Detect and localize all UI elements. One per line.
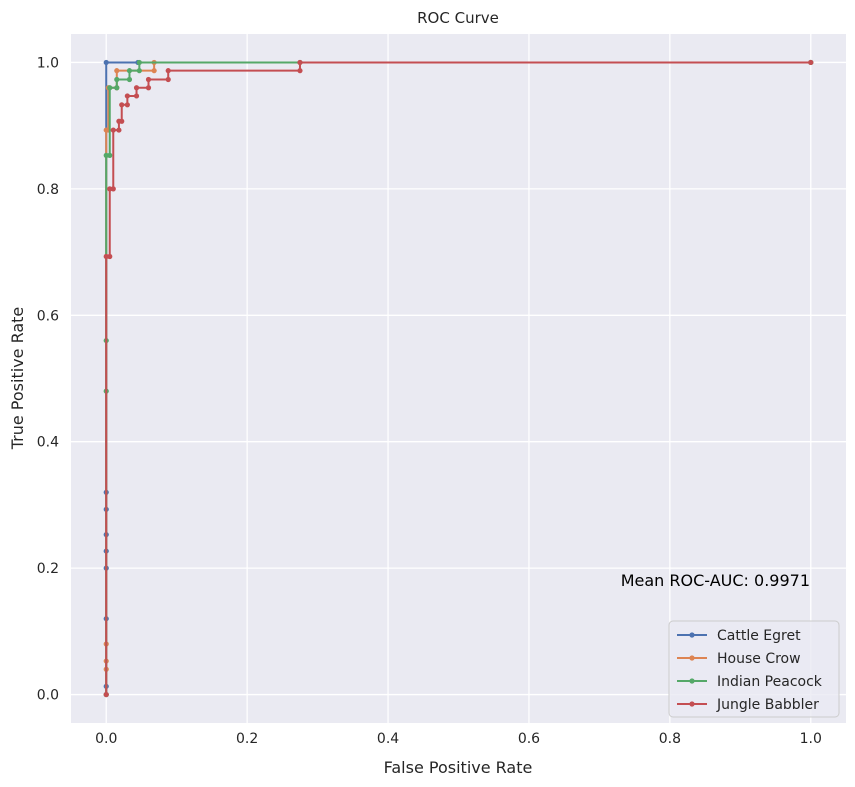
legend-marker [689,678,695,684]
series-jungle-babbler [103,59,814,698]
legend-entry-house-crow: House Crow [677,651,801,667]
data-point [133,93,140,99]
chart-title: ROC Curve [417,9,499,27]
data-point [119,118,125,124]
legend-label: Indian Peacock [717,674,823,690]
data-point [107,85,113,91]
legend-label: Cattle Egret [717,628,801,644]
data-point [114,76,120,83]
data-point [165,76,171,83]
data-point [116,127,122,133]
data-point [124,102,130,108]
y-tick-label: 0.2 [37,561,59,577]
data-point [124,93,130,99]
data-point [808,59,814,66]
x-tick-label: 0.2 [236,731,258,747]
legend-entry-cattle-egret: Cattle Egret [677,628,801,644]
data-point [114,68,120,74]
series-layer [103,59,814,698]
legend-marker [689,701,695,707]
data-point [126,68,133,74]
data-point [151,68,157,74]
data-point [114,85,120,91]
x-axis-label: False Positive Rate [384,758,533,777]
data-point [136,68,142,74]
data-point [110,127,116,133]
data-point [119,102,125,108]
x-tick-label: 0.0 [95,731,117,747]
legend-label: Jungle Babbler [716,697,819,713]
x-tick-label: 0.8 [659,731,681,747]
plot-background [71,34,846,723]
data-point [103,59,109,66]
y-tick-label: 0.8 [37,182,59,198]
y-tick-label: 0.6 [37,308,59,324]
data-point [133,85,140,91]
legend-marker [689,655,695,661]
data-point [107,152,113,158]
legend-marker [689,632,695,638]
data-point [297,68,303,74]
y-tick-label: 0.4 [37,435,59,451]
data-point [165,68,171,74]
legend-entry-jungle-babbler: Jungle Babbler [677,697,819,713]
legend-label: House Crow [717,651,801,667]
y-axis-label: True Positive Rate [8,307,27,451]
ticks: 0.0 0.2 0.4 0.6 0.8 1.0 0.0 0.2 0.4 0.6 0.8 1.0 [37,55,822,747]
data-point [145,85,152,91]
mean-auc-annotation: Mean ROC-AUC: 0.9971 [621,571,810,590]
x-tick-label: 0.6 [518,731,540,747]
data-point [297,59,303,66]
data-point [126,76,133,83]
y-tick-label: 1.0 [37,55,59,71]
x-tick-label: 1.0 [800,731,822,747]
data-point [145,76,152,83]
legend: Cattle Egret House Crow Indian Peacock Jung… [668,620,840,718]
data-point [107,253,113,260]
legend-box [668,620,840,718]
data-point [110,186,116,192]
legend-entry-indian-peacock: Indian Peacock [677,674,823,690]
data-point [103,691,109,698]
data-point [136,59,142,66]
x-tick-label: 0.4 [377,731,399,747]
y-tick-label: 0.0 [37,688,59,704]
